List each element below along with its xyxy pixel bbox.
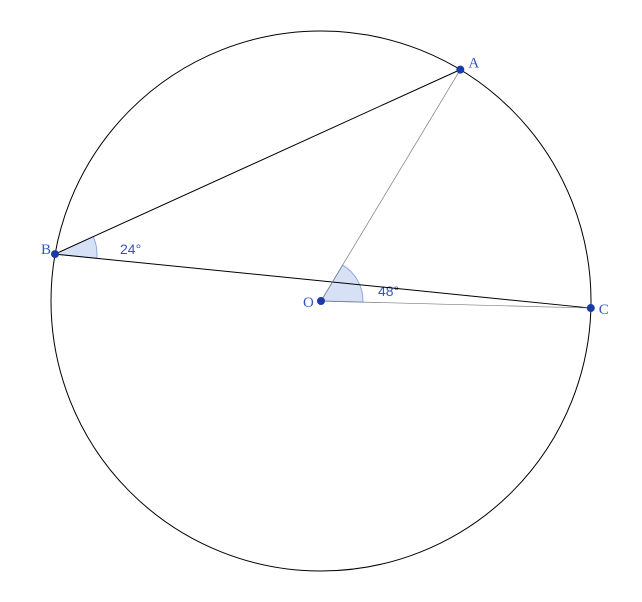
point-b — [51, 251, 58, 258]
segment-ba — [55, 70, 460, 254]
geometry-diagram: 24° 48° O A B C — [0, 0, 642, 602]
angle-label-b: 24° — [120, 241, 141, 257]
segment-oc — [321, 301, 591, 308]
point-c — [587, 305, 594, 312]
point-label-o: O — [303, 295, 314, 311]
angle-label-o: 48° — [378, 283, 399, 299]
point-label-b: B — [41, 242, 51, 258]
point-label-a: A — [468, 56, 479, 72]
point-o — [318, 298, 325, 305]
point-label-c: C — [599, 302, 609, 318]
point-a — [457, 66, 464, 73]
angle-wedge-o — [321, 265, 363, 302]
segment-oa — [321, 70, 460, 301]
